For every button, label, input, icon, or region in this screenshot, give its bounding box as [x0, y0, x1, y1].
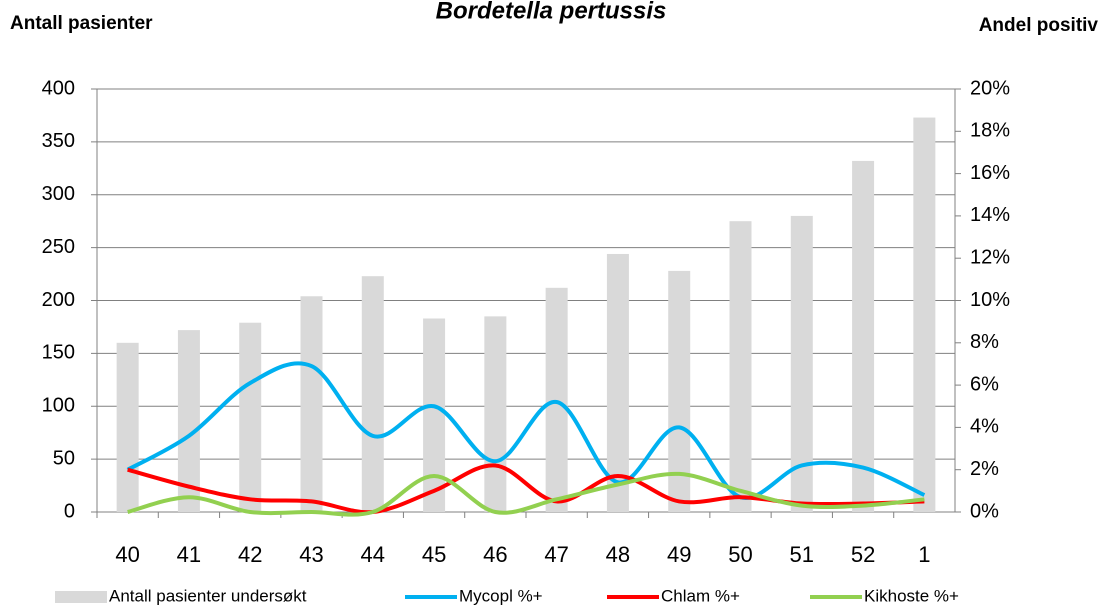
y-tick-label: 0: [64, 500, 75, 522]
bar: [913, 117, 936, 513]
x-tick-label: 1: [918, 542, 930, 567]
bar: [116, 342, 139, 512]
x-tick-label: 46: [483, 542, 507, 567]
x-tick-label: 49: [667, 542, 691, 567]
legend-label: Kikhoste %+: [864, 586, 959, 605]
bar: [239, 322, 262, 512]
bar: [668, 270, 691, 512]
y-tick-label: 50: [53, 447, 75, 469]
y-tick-label: 400: [42, 77, 75, 99]
y2-tick-label: 0%: [970, 500, 999, 522]
y2-tick-label: 8%: [970, 331, 999, 353]
y2-tick-label: 14%: [970, 204, 1010, 226]
y2-tick-label: 20%: [970, 77, 1010, 99]
bar: [790, 215, 813, 512]
line: [126, 361, 926, 500]
y-tick-label: 150: [42, 342, 75, 364]
x-tick-label: 48: [606, 542, 630, 567]
y-tick-label: 100: [42, 395, 75, 417]
legend-label: Chlam %+: [661, 586, 740, 605]
line: [127, 471, 925, 517]
bar: [729, 221, 752, 512]
y2-axis-title: Andel positiv: [979, 15, 1099, 36]
y2-tick-label: 12%: [970, 246, 1010, 268]
x-tick-label: 43: [299, 542, 323, 567]
y2-tick-label: 6%: [970, 373, 999, 395]
y-tick-label: 250: [42, 236, 75, 258]
chart-title: Bordetella pertussis: [436, 0, 667, 24]
x-tick-label: 40: [115, 542, 139, 567]
legend-label: Mycopl %+: [459, 586, 543, 605]
x-tick-label: 51: [790, 542, 814, 567]
bar: [361, 276, 384, 512]
x-tick-label: 47: [544, 542, 568, 567]
x-tick-label: 42: [238, 542, 262, 567]
y2-tick-label: 2%: [970, 458, 999, 480]
x-tick-label: 50: [728, 542, 752, 567]
bar: [484, 316, 507, 512]
y-tick-label: 200: [42, 289, 75, 311]
y-axis-title: Antall pasienter: [10, 13, 153, 34]
legend-swatch: [55, 591, 107, 603]
bar: [423, 318, 446, 512]
legend-label: Antall pasienter undersøkt: [109, 586, 307, 605]
y2-tick-label: 4%: [970, 416, 999, 438]
y2-tick-label: 10%: [970, 289, 1010, 311]
bar: [606, 253, 629, 512]
x-tick-label: 41: [177, 542, 201, 567]
x-tick-label: 44: [361, 542, 385, 567]
bar: [177, 330, 200, 512]
y2-tick-label: 18%: [970, 120, 1010, 142]
bar: [852, 160, 875, 512]
y-tick-label: 300: [42, 183, 75, 205]
x-tick-label: 52: [851, 542, 875, 567]
x-tick-label: 45: [422, 542, 446, 567]
y2-tick-label: 16%: [970, 162, 1010, 184]
bar: [300, 296, 323, 512]
y-tick-label: 350: [42, 130, 75, 152]
bar: [545, 287, 568, 512]
